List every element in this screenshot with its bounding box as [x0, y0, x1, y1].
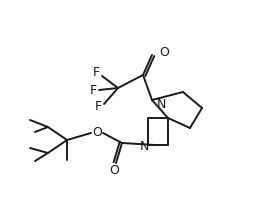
Text: F: F	[94, 100, 102, 113]
Text: O: O	[109, 165, 119, 177]
Text: F: F	[92, 67, 100, 80]
Text: O: O	[92, 127, 102, 139]
Text: N: N	[140, 141, 149, 153]
Text: O: O	[159, 46, 169, 60]
Text: N: N	[157, 98, 166, 110]
Text: F: F	[90, 84, 96, 96]
